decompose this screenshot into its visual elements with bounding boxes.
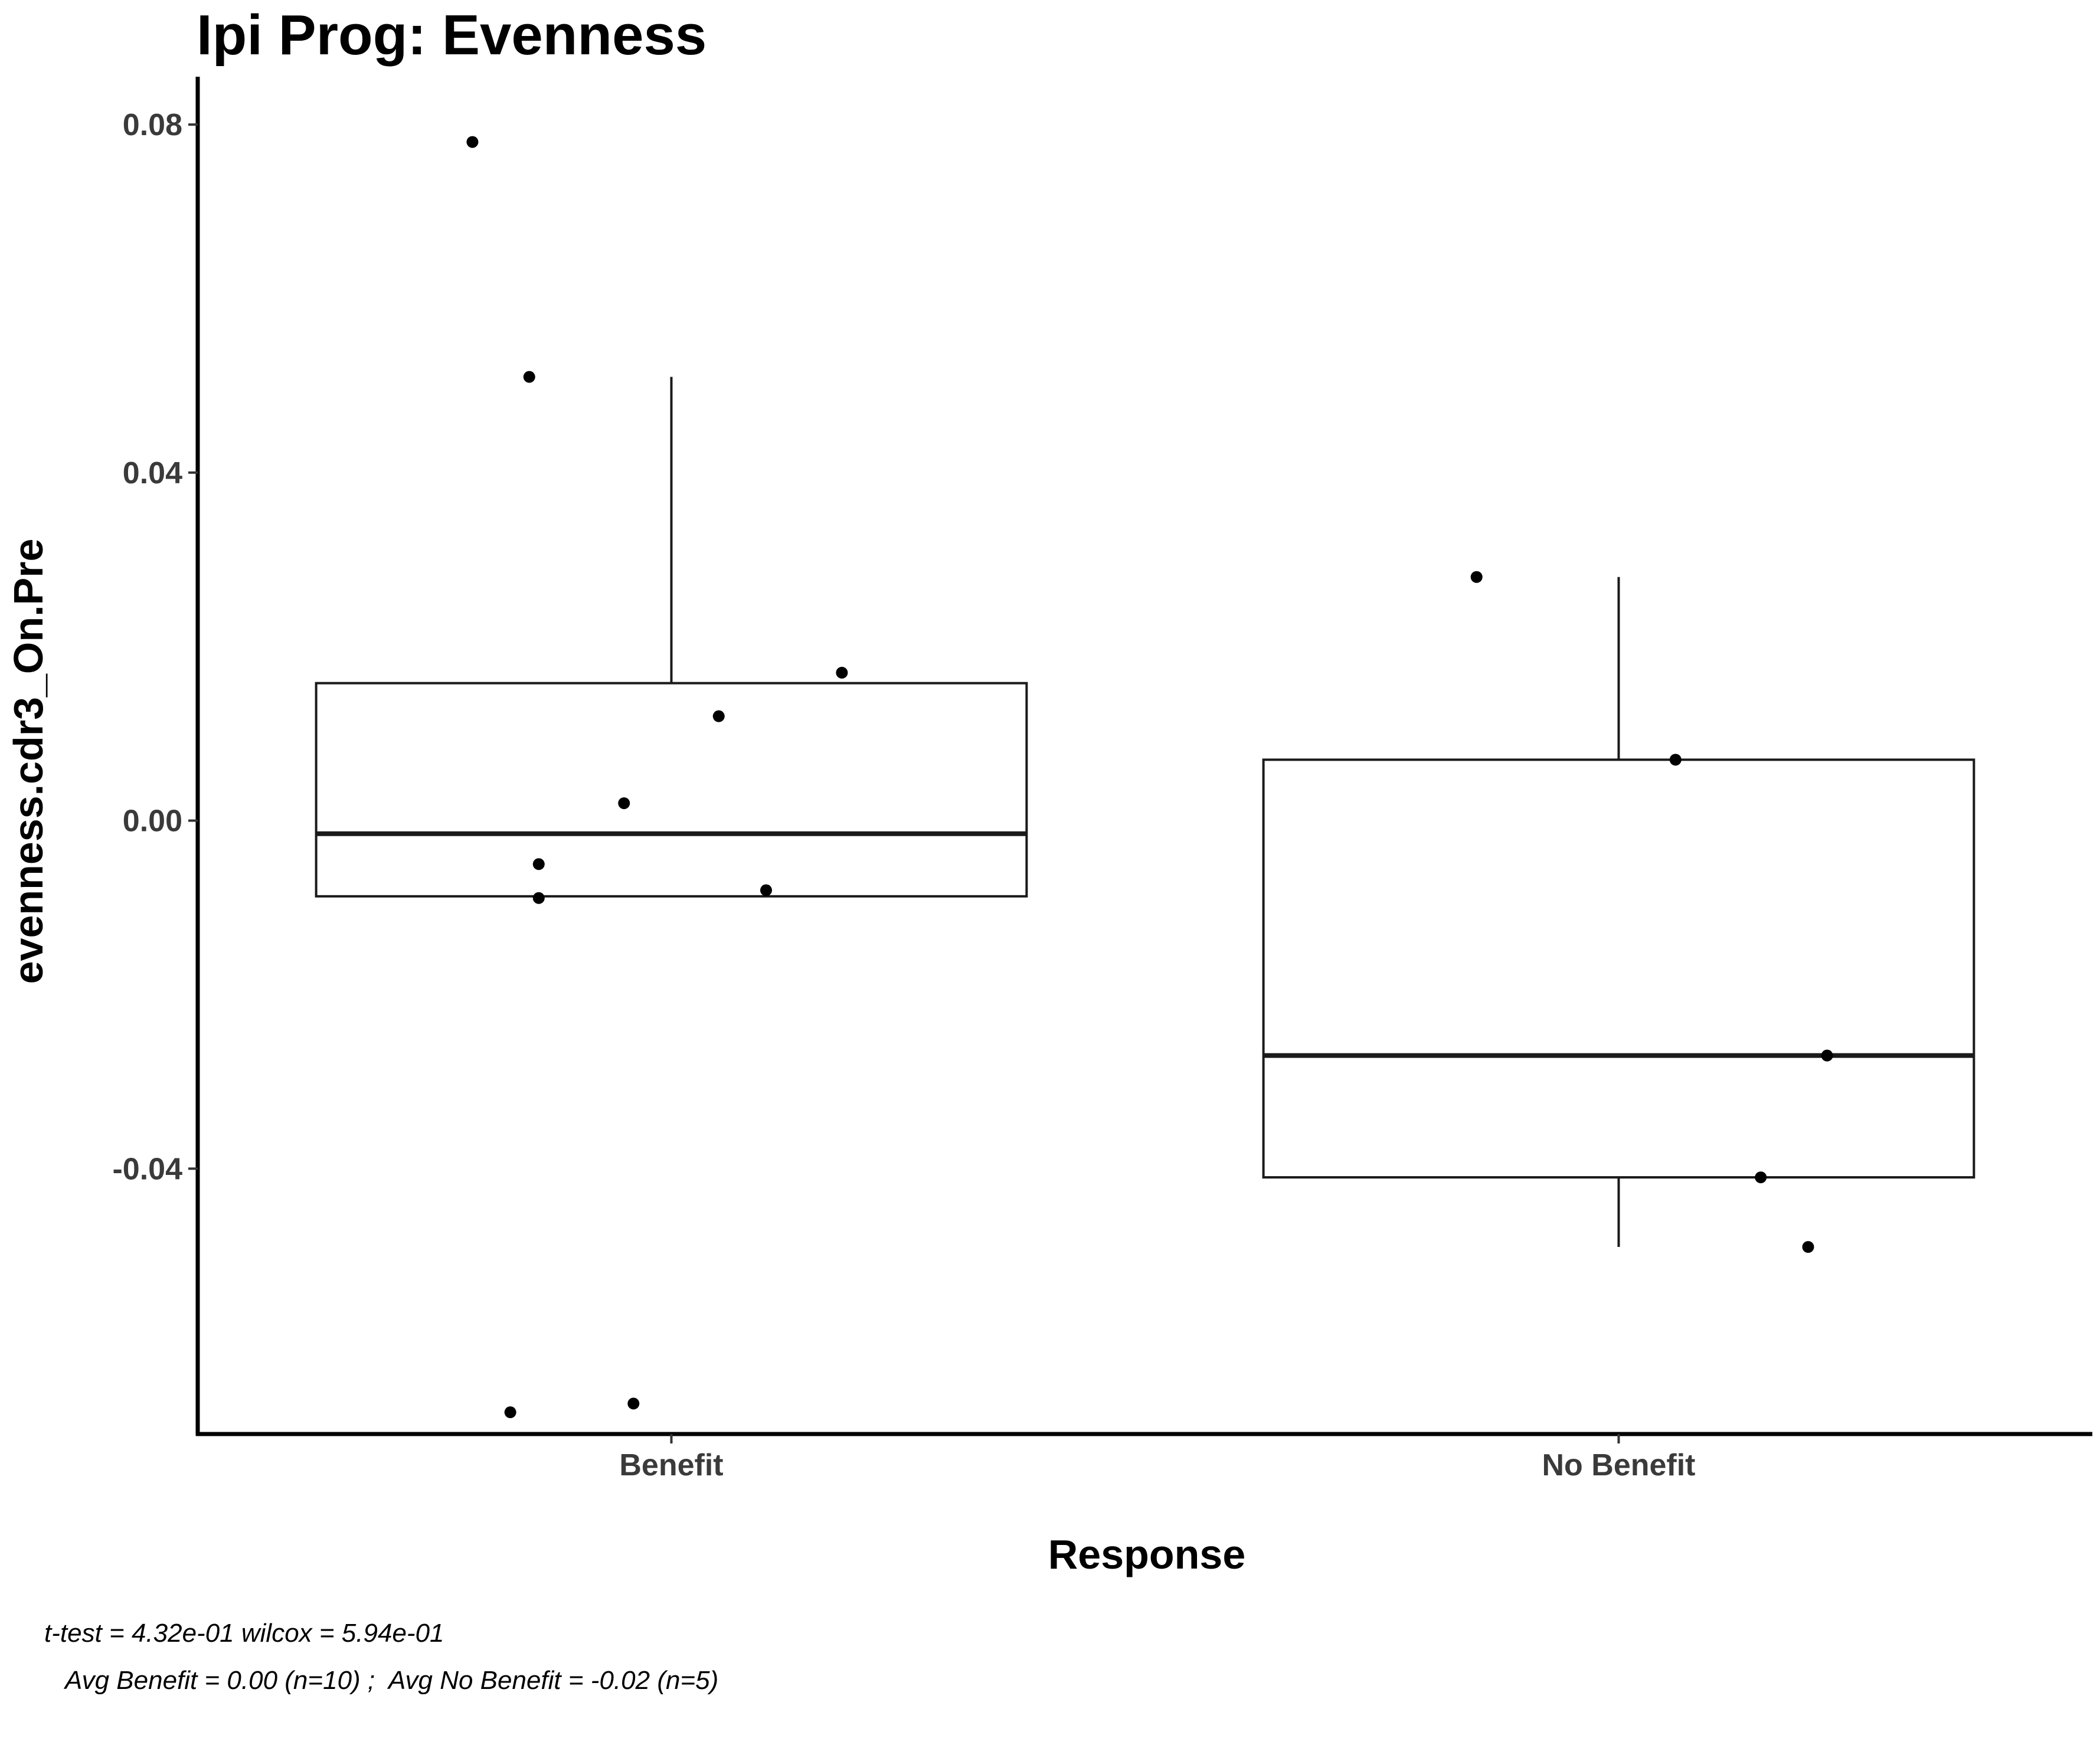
data-point	[618, 797, 630, 810]
box-benefit	[315, 682, 1028, 898]
data-point	[627, 1397, 640, 1410]
data-point	[466, 136, 479, 148]
y-tick-label: 0.08	[123, 108, 182, 142]
data-point	[1470, 571, 1483, 583]
data-point	[1755, 1171, 1767, 1184]
data-point	[836, 666, 848, 679]
stats-caption-line-1: t-test = 4.32e-01 wilcox = 5.94e-01	[44, 1619, 444, 1648]
box-no-benefit	[1262, 758, 1975, 1179]
data-point	[1669, 754, 1682, 766]
y-axis-title-text: evenness.cdr3_On.Pre	[5, 539, 51, 984]
y-tick-label: 0.04	[123, 456, 182, 490]
x-tick-label: Benefit	[619, 1448, 723, 1482]
data-point	[523, 371, 535, 383]
boxes-layer	[315, 377, 1975, 1248]
data-point	[760, 884, 772, 896]
y-axis-title: evenness.cdr3_On.Pre	[5, 539, 51, 984]
data-point	[532, 858, 545, 870]
x-axis-title: Response	[1048, 1531, 1246, 1577]
axes-layer: -0.04 0.00 0.04 0.08 Benefit No Benefit	[112, 77, 2092, 1482]
points-layer	[466, 136, 1833, 1419]
y-tick-label: -0.04	[112, 1152, 182, 1186]
stats-caption-line-2: Avg Benefit = 0.00 (n=10) ; Avg No Benef…	[44, 1666, 718, 1695]
data-point	[1802, 1241, 1814, 1253]
y-tick-label: 0.00	[123, 804, 182, 839]
data-point	[532, 892, 545, 904]
chart-title: Ipi Prog: Evenness	[197, 4, 706, 67]
data-point	[504, 1406, 516, 1419]
data-point	[1821, 1049, 1833, 1062]
x-tick-label: No Benefit	[1542, 1448, 1696, 1482]
data-point	[712, 710, 725, 722]
